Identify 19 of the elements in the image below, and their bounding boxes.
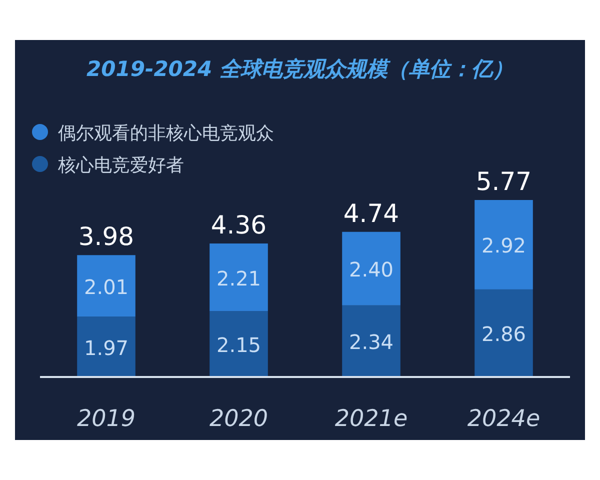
total-label: 4.36 (210, 210, 267, 240)
legend-label: 偶尔观看的非核心电竞观众 (58, 123, 274, 144)
data-label: 2.21 (216, 266, 262, 290)
x-tick-label: 2019 (76, 406, 136, 432)
data-label: 2.40 (348, 258, 394, 282)
data-label: 2.92 (481, 234, 526, 258)
total-label: 4.74 (343, 198, 400, 228)
x-tick-label: 2020 (209, 406, 268, 432)
total-label: 5.77 (476, 167, 532, 196)
data-label: 2.34 (348, 330, 394, 354)
x-tick-label: 2021e (334, 406, 408, 432)
data-label: 2.15 (216, 333, 262, 358)
data-label: 1.97 (84, 336, 129, 360)
legend-label: 核心电竞爱好者 (57, 155, 184, 176)
data-label: 2.86 (481, 322, 526, 346)
chart-title: 2019-2024 全球电竞观众规模（单位：亿） (86, 57, 514, 81)
x-tick-label: 2024e (467, 406, 540, 432)
data-label: 2.01 (84, 274, 129, 299)
total-label: 3.98 (78, 222, 134, 252)
